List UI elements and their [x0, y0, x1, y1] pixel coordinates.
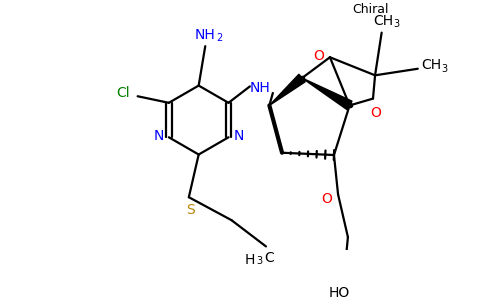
Polygon shape: [302, 78, 352, 110]
Text: N: N: [233, 129, 243, 142]
Text: Chiral: Chiral: [353, 3, 389, 16]
Polygon shape: [270, 74, 305, 105]
Text: CH: CH: [421, 58, 441, 73]
Text: C: C: [264, 251, 274, 265]
Text: 3: 3: [441, 64, 447, 74]
Text: H: H: [244, 253, 255, 267]
Text: CH: CH: [373, 14, 393, 28]
Text: Cl: Cl: [116, 86, 130, 100]
Text: 3: 3: [393, 20, 399, 29]
Text: HO: HO: [329, 286, 350, 300]
Text: 2: 2: [216, 33, 222, 43]
Text: O: O: [370, 106, 381, 119]
Text: S: S: [186, 203, 195, 217]
Text: O: O: [321, 192, 332, 206]
Text: 3: 3: [257, 256, 262, 266]
Text: N: N: [154, 129, 164, 142]
Text: NH: NH: [195, 28, 215, 42]
Text: NH: NH: [249, 81, 270, 95]
Text: O: O: [313, 49, 324, 63]
